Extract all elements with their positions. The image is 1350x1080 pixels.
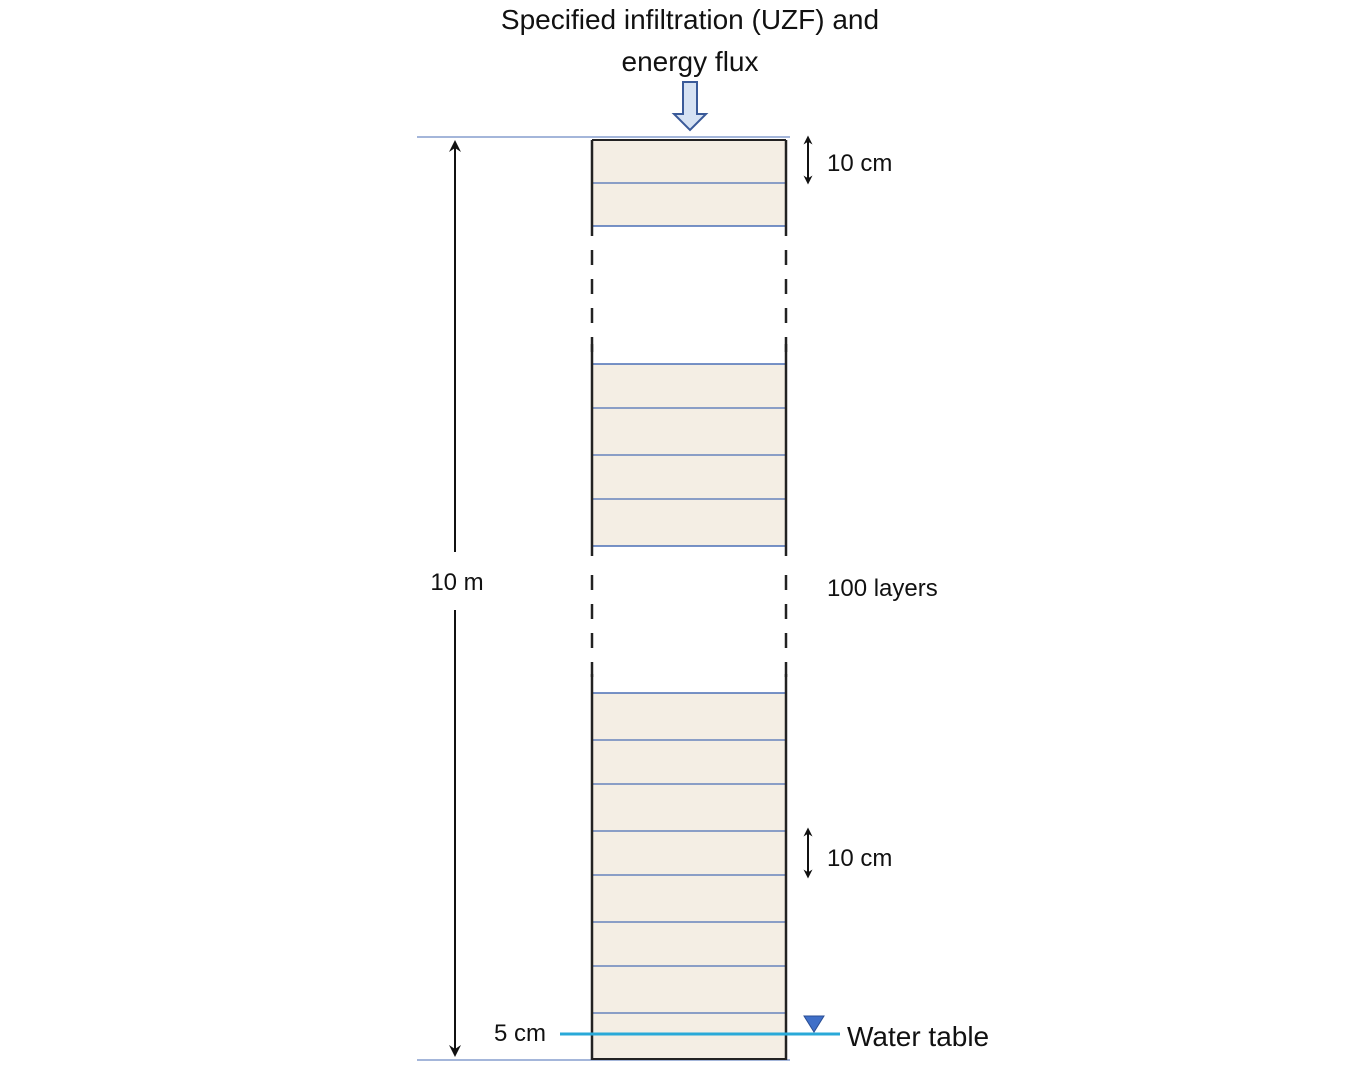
total-depth-label: 10 m	[430, 569, 483, 596]
column-walls	[590, 140, 788, 1060]
top-layer-block	[592, 139, 786, 227]
top-layer-thickness-label: 10 cm	[827, 150, 892, 177]
title-line-1: Specified infiltration (UZF) and	[501, 4, 879, 35]
title-line-2: energy flux	[622, 46, 759, 77]
middle-layer-block	[592, 363, 786, 547]
water-table-label: Water table	[847, 1021, 989, 1052]
inverted-triangle-icon	[803, 1015, 825, 1033]
bottom-layer-block	[592, 692, 786, 1060]
bottom-layer-thickness-label: 10 cm	[827, 845, 892, 872]
water-table-offset-label: 5 cm	[494, 1020, 546, 1047]
down-arrow-icon	[671, 81, 709, 132]
layer-count-label: 100 layers	[827, 575, 938, 602]
